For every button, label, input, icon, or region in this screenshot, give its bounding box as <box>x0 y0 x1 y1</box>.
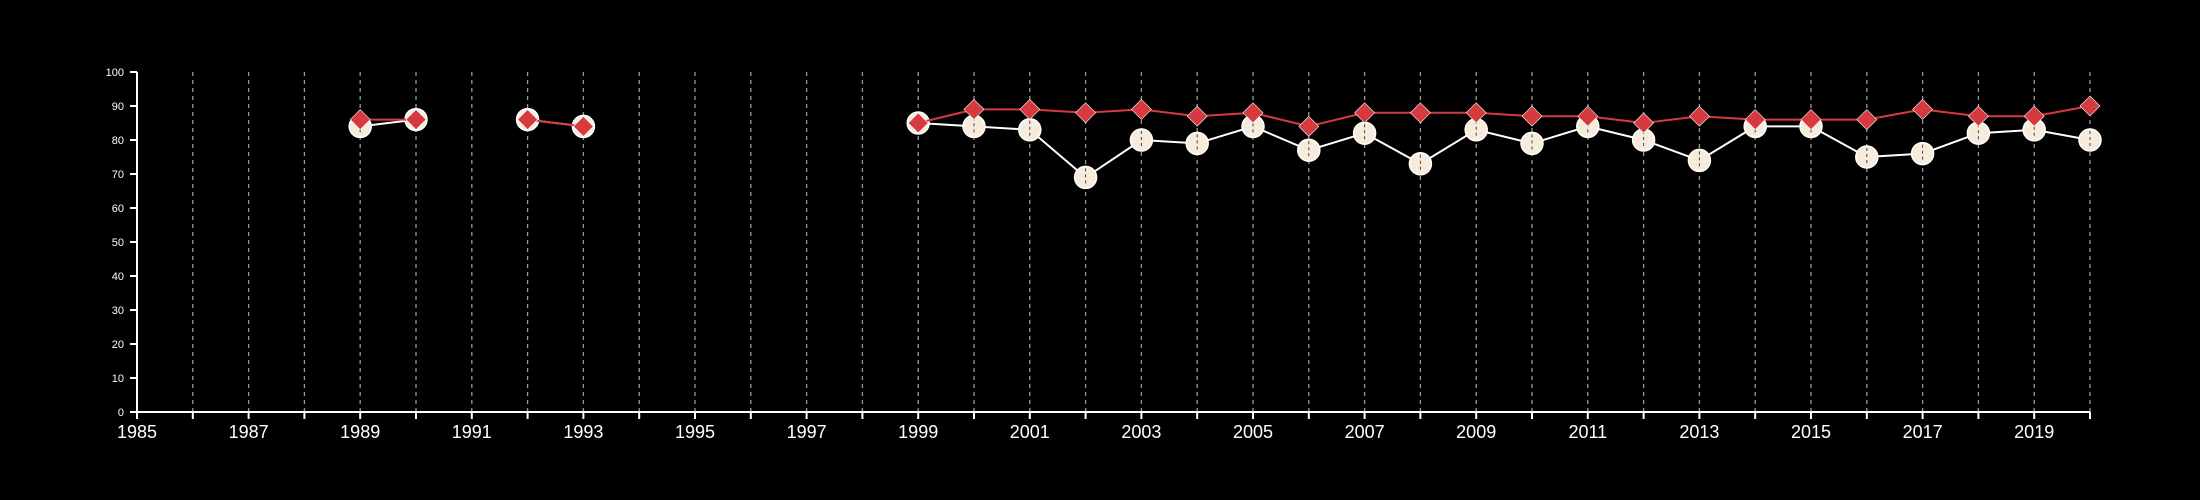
x-tick-label-1991: 1991 <box>452 422 492 442</box>
series-2-point-2018 <box>1967 105 1989 127</box>
y-tick-label-0: 0 <box>118 407 124 419</box>
x-tick-label-1989: 1989 <box>340 422 380 442</box>
series-1-line-3 <box>918 122 2091 179</box>
series-2-point-2005 <box>1242 102 1264 124</box>
x-axis-ticks: 1985 1987 1989 1991 1993 1995 1997 1999 2001 2003… <box>117 412 2091 442</box>
series-2-point-2020 <box>2079 95 2101 117</box>
series-1-point-2006 <box>1297 138 1321 162</box>
series-1-point-2003 <box>1129 128 1154 152</box>
series-2-point-2009 <box>1465 102 1487 124</box>
series-2-point-1990 <box>405 109 427 131</box>
series-2-point-2010 <box>1521 105 1543 127</box>
series-2-point-2014 <box>1744 109 1766 131</box>
series-2 <box>349 95 2101 137</box>
x-tick-label-2009: 2009 <box>1456 422 1496 442</box>
x-tick-label-1997: 1997 <box>787 422 827 442</box>
series-1-point-2017 <box>1910 141 1935 166</box>
y-tick-label-60: 60 <box>112 203 124 215</box>
series-2-point-2013 <box>1688 105 1710 127</box>
series-2-point-2008 <box>1409 102 1431 124</box>
series-2-point-2000 <box>963 98 985 120</box>
y-axis-ticks: 0 10 20 30 40 50 60 70 80 90 100 <box>106 67 137 419</box>
y-tick-label-10: 10 <box>112 373 124 385</box>
axes <box>136 72 2090 413</box>
series-1-point-2013 <box>1687 148 1712 173</box>
y-tick-label-30: 30 <box>112 305 124 317</box>
series-1-point-2007 <box>1352 121 1377 145</box>
x-tick-label-2007: 2007 <box>1345 422 1385 442</box>
x-tick-label-1993: 1993 <box>563 422 603 442</box>
series-1 <box>348 107 2102 190</box>
x-tick-label-2001: 2001 <box>1010 422 1050 442</box>
series-2-point-2007 <box>1354 102 1376 124</box>
series-2-point-2003 <box>1130 98 1152 120</box>
series-1-point-2010 <box>1520 131 1544 156</box>
x-tick-label-2015: 2015 <box>1791 422 1831 442</box>
x-tick-label-2011: 2011 <box>1568 422 1607 442</box>
y-tick-label-40: 40 <box>112 271 124 283</box>
x-tick-label-1995: 1995 <box>675 422 715 442</box>
series-1-point-2020 <box>2078 128 2102 152</box>
y-tick-label-90: 90 <box>112 101 124 113</box>
series-2-point-2015 <box>1800 109 1822 131</box>
series-2-point-2012 <box>1633 112 1655 134</box>
series-1-point-2001 <box>1018 118 1042 142</box>
grid-lines <box>192 72 2091 412</box>
series-2-point-2006 <box>1298 115 1320 137</box>
y-tick-label-20: 20 <box>112 339 124 351</box>
y-tick-label-50: 50 <box>112 237 124 249</box>
series-1-point-2016 <box>1855 145 1879 169</box>
series-2-point-1999 <box>907 112 929 134</box>
x-tick-label-2017: 2017 <box>1903 422 1943 442</box>
y-tick-label-70: 70 <box>112 169 124 181</box>
series-2-point-1992 <box>517 109 539 131</box>
series-group <box>348 95 2102 190</box>
x-tick-label-1985: 1985 <box>117 422 157 442</box>
x-tick-label-2005: 2005 <box>1233 422 1273 442</box>
series-1-point-2008 <box>1408 152 1433 176</box>
series-2-point-2011 <box>1577 105 1599 127</box>
series-2-point-1993 <box>572 115 594 137</box>
series-1-point-2002 <box>1073 165 1098 190</box>
series-2-point-2001 <box>1019 98 1041 120</box>
series-2-point-1989 <box>349 109 371 131</box>
series-2-point-2016 <box>1856 109 1878 131</box>
x-tick-label-2003: 2003 <box>1121 422 1161 442</box>
series-2-point-2002 <box>1075 102 1097 124</box>
x-tick-label-2013: 2013 <box>1679 422 1719 442</box>
x-tick-label-1987: 1987 <box>229 422 269 442</box>
series-2-line-2 <box>527 118 584 128</box>
x-tick-label-2019: 2019 <box>2014 422 2054 442</box>
series-2-line-3 <box>917 105 2091 128</box>
series-1-point-2004 <box>1185 131 1209 156</box>
series-2-point-2004 <box>1186 105 1208 127</box>
y-tick-label-100: 100 <box>106 67 124 79</box>
series-2-point-2019 <box>2023 105 2045 127</box>
series-2-point-2017 <box>1912 98 1934 120</box>
x-tick-label-1999: 1999 <box>898 422 938 442</box>
y-tick-label-80: 80 <box>112 135 124 147</box>
